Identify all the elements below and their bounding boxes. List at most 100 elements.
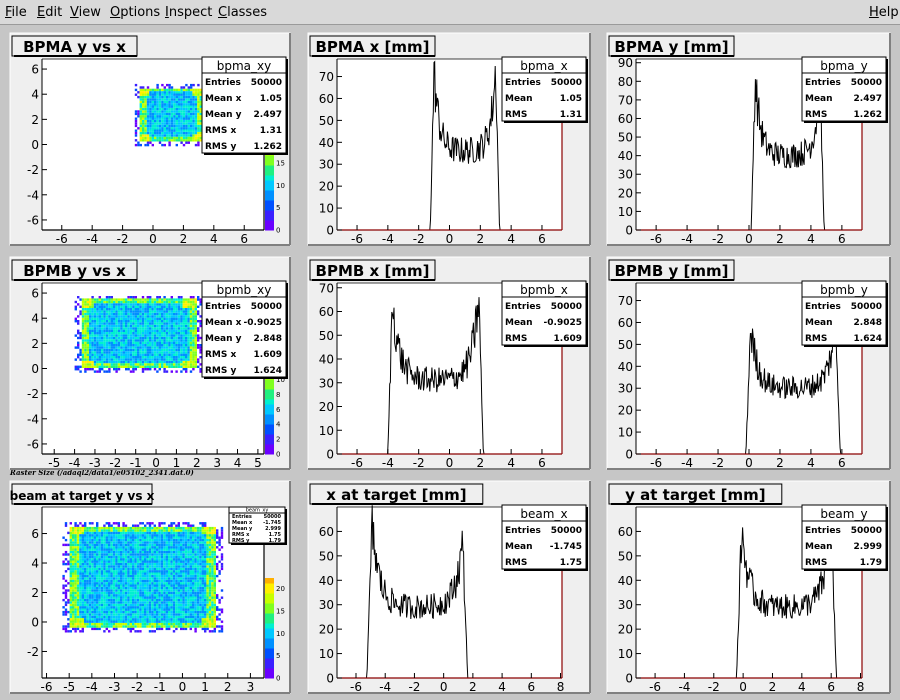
heatmap-cell [172, 586, 176, 590]
heatmap-cell [125, 320, 128, 323]
heatmap-cell [194, 558, 197, 561]
heatmap-cell [141, 308, 145, 311]
heatmap-cell [139, 543, 142, 547]
heatmap-cell [142, 100, 145, 104]
heatmap-cell [208, 577, 212, 580]
heatmap-cell [144, 95, 147, 99]
heatmap-cell [108, 582, 111, 585]
heatmap-cell [103, 550, 106, 554]
heatmap-cell [139, 550, 142, 554]
heatmap-cell [117, 351, 121, 354]
heatmap-cell [192, 562, 195, 566]
heatmap-cell [160, 615, 164, 619]
heatmap-cell [190, 95, 193, 99]
menu-edit[interactable]: Edit [37, 5, 63, 20]
y-tick-label: 0 [31, 362, 39, 376]
menu-view[interactable]: View [70, 5, 101, 20]
heatmap-cell [182, 139, 186, 142]
heatmap-cell [141, 317, 145, 320]
heatmap-cell [163, 596, 166, 599]
heatmap-cell [115, 300, 118, 304]
root-canvas[interactable]: Raster Size (/adaql2/data1/e05102_2341.d… [0, 25, 900, 700]
heatmap-cell [72, 560, 75, 563]
heatmap-cell [168, 601, 171, 604]
heatmap-cell [144, 308, 147, 311]
heatmap-cell [93, 541, 96, 544]
heatmap-cell [134, 625, 137, 628]
heatmap-cell [117, 562, 120, 566]
menu-options[interactable]: Options [110, 5, 161, 20]
heatmap-cell [103, 560, 106, 563]
heatmap-cell [141, 351, 145, 354]
stats-value: 50000 [551, 302, 582, 312]
heatmap-cell [134, 567, 137, 571]
heatmap-cell [149, 98, 152, 101]
heatmap-cell [113, 312, 116, 316]
heatmap-cell [115, 608, 118, 611]
heatmap-cell [196, 550, 200, 554]
heatmap-cell [134, 300, 137, 304]
heatmap-cell [173, 329, 176, 332]
menu-help[interactable]: Help [869, 5, 899, 20]
heatmap-cell [153, 615, 156, 619]
heatmap-cell [144, 541, 147, 544]
heatmap-cell [93, 562, 96, 566]
heatmap-cell [177, 339, 181, 342]
heatmap-cell [84, 546, 87, 549]
heatmap-cell [184, 586, 188, 590]
heatmap-cell [136, 546, 140, 549]
heatmap-cell [196, 543, 200, 547]
heatmap-cell [199, 558, 202, 561]
menu-classes[interactable]: Classes [218, 5, 267, 20]
heatmap-cell [113, 344, 116, 347]
heatmap-cell [96, 601, 99, 604]
heatmap-cell [182, 548, 185, 551]
heatmap-cell [180, 360, 183, 364]
palette-band [265, 439, 274, 445]
heatmap-cell [117, 305, 121, 308]
heatmap-cell [144, 368, 147, 371]
heatmap-cell [190, 131, 193, 135]
heatmap-cell [74, 565, 77, 568]
heatmap-cell [120, 579, 123, 583]
heatmap-cell [158, 139, 162, 142]
heatmap-cell [122, 562, 125, 566]
heatmap-cell [151, 555, 154, 559]
heatmap-cell [151, 91, 154, 94]
heatmap-cell [62, 610, 65, 614]
heatmap-cell [180, 538, 183, 542]
heatmap-cell [208, 630, 212, 633]
heatmap-cell [168, 122, 171, 125]
heatmap-cell [182, 95, 186, 99]
heatmap-cell [194, 105, 198, 108]
menu-inspect[interactable]: Inspect [165, 5, 213, 20]
heatmap-cell [158, 360, 161, 364]
heatmap-cell [146, 360, 149, 364]
y-tick-label: 70 [319, 70, 334, 84]
heatmap-cell [137, 310, 140, 313]
heatmap-cell [101, 320, 104, 323]
heatmap-cell [124, 622, 128, 626]
heatmap-cell [105, 348, 109, 352]
heatmap-cell [86, 565, 89, 568]
heatmap-cell [153, 327, 157, 330]
pad-bpmb_xy[interactable]: 024681012-5-4-3-2-1012345-6-4-20246BPMB … [9, 256, 291, 470]
heatmap-cell [160, 546, 164, 549]
heatmap-cell [117, 315, 121, 318]
heatmap-cell [184, 555, 188, 559]
heatmap-cell [72, 574, 75, 578]
heatmap-cell [184, 608, 188, 611]
menu-file[interactable]: File [5, 5, 27, 20]
